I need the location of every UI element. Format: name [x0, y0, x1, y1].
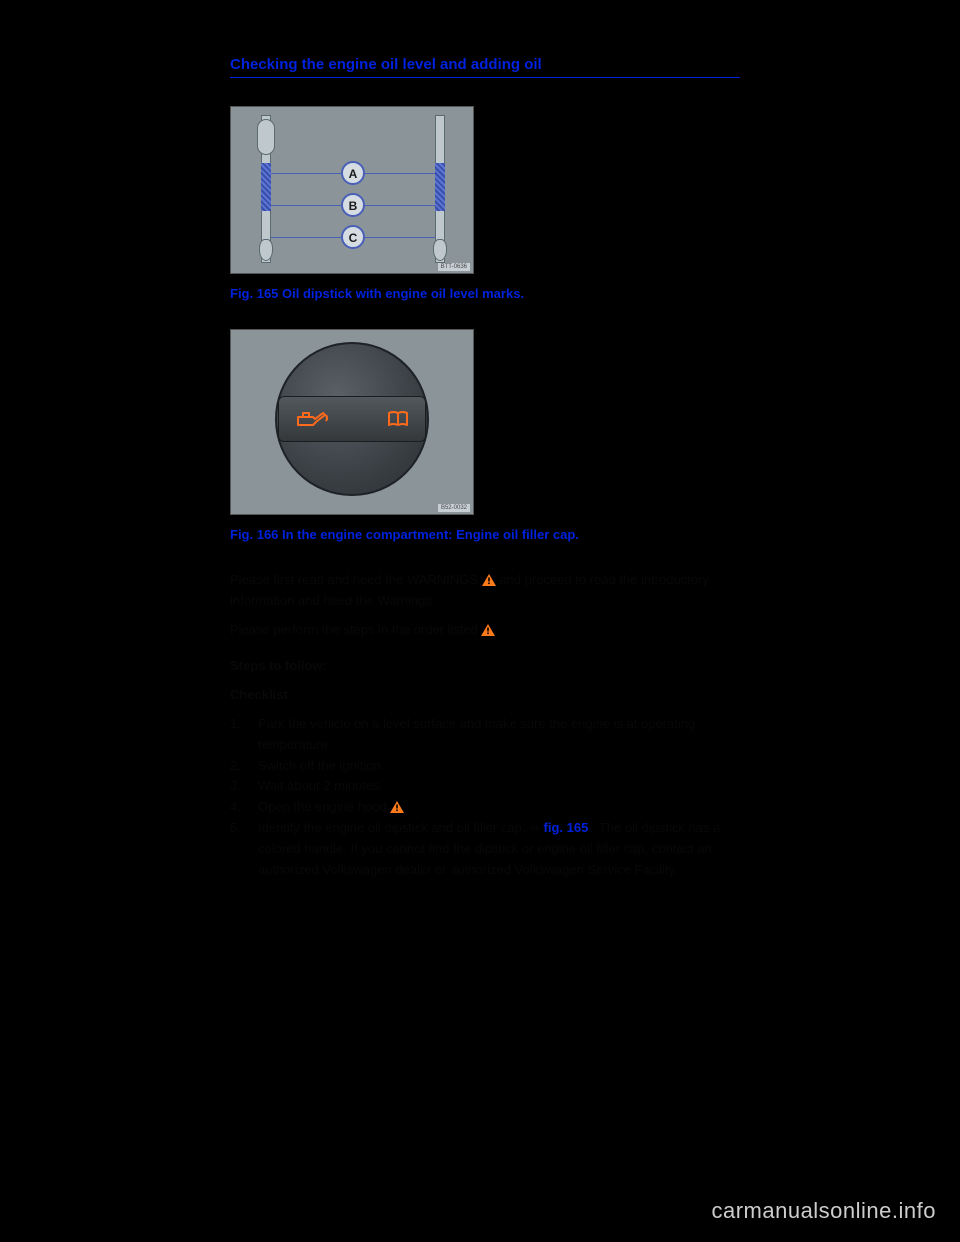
label-a: A — [341, 161, 365, 185]
p2: Please perform the steps in the order li… — [230, 622, 481, 637]
step-num: 1. — [230, 714, 258, 756]
dipstick-tip-left — [259, 239, 273, 261]
oil-cap — [275, 342, 429, 496]
section-title: Checking the engine oil level and adding… — [230, 56, 740, 78]
dipstick-tip-right — [433, 239, 447, 261]
figure-dipstick: A B C BTT-0636 — [230, 106, 474, 274]
label-b: B — [341, 193, 365, 217]
leader-b-l — [271, 205, 341, 206]
leader-c-l — [271, 237, 341, 238]
leader-c-r — [365, 237, 435, 238]
table-row: 5. Identify the engine oil dipstick and … — [230, 818, 740, 880]
table-row: 4. Open the engine hood . — [230, 797, 740, 818]
figure1-caption: Fig. 165 Oil dipstick with engine oil le… — [230, 286, 740, 301]
oilcan-icon — [295, 409, 329, 434]
leader-a-l — [271, 173, 341, 174]
label-c: C — [341, 225, 365, 249]
steps-title: Steps to follow: — [230, 656, 740, 677]
checklist-header: Checklist — [230, 685, 740, 706]
step-num: 4. — [230, 797, 258, 818]
step-num: 5. — [230, 818, 258, 880]
book-icon — [387, 411, 409, 432]
watermark: carmanualsonline.info — [711, 1198, 936, 1224]
intro-para: Please first read and heed the WARNINGS … — [230, 570, 740, 612]
table-row: 3. Wait about 2 minutes. — [230, 776, 740, 797]
body-text: Please first read and heed the WARNINGS … — [230, 570, 740, 880]
step-text: Wait about 2 minutes. — [258, 776, 740, 797]
warning-icon-2 — [481, 624, 495, 636]
step-text: Open the engine hood . — [258, 797, 740, 818]
step4-text: Open the engine hood — [258, 799, 390, 814]
figure-oil-cap: B52-0032 — [230, 329, 474, 515]
steps-table: 1. Park the vehicle on a level surface a… — [230, 714, 740, 880]
figure2-caption: Fig. 166 In the engine compartment: Engi… — [230, 527, 740, 542]
step-text: Switch off the ignition. — [258, 756, 740, 777]
step-text: Identify the engine oil dipstick and oil… — [258, 818, 740, 880]
steps-intro: Please perform the steps in the order li… — [230, 620, 740, 641]
figure-ref-link[interactable]: fig. 165 — [544, 820, 589, 835]
warning-icon-3 — [390, 801, 404, 813]
dipstick-handle — [257, 119, 275, 155]
oil-cap-grip — [278, 396, 426, 442]
leader-a-r — [365, 173, 435, 174]
table-row: 1. Park the vehicle on a level surface a… — [230, 714, 740, 756]
p1a: Please first read and heed the WARNINGS — [230, 572, 482, 587]
step-num: 3. — [230, 776, 258, 797]
step-text: Park the vehicle on a level surface and … — [258, 714, 740, 756]
table-row: 2. Switch off the ignition. — [230, 756, 740, 777]
fig2-tag: B52-0032 — [438, 504, 470, 512]
fig1-tag: BTT-0636 — [438, 263, 470, 271]
dipstick-zone-left — [261, 163, 271, 211]
leader-b-r — [365, 205, 435, 206]
step5-a: Identify the engine oil dipstick and oil… — [258, 820, 544, 835]
warning-icon — [482, 574, 496, 586]
dipstick-zone-right — [435, 163, 445, 211]
step-num: 2. — [230, 756, 258, 777]
